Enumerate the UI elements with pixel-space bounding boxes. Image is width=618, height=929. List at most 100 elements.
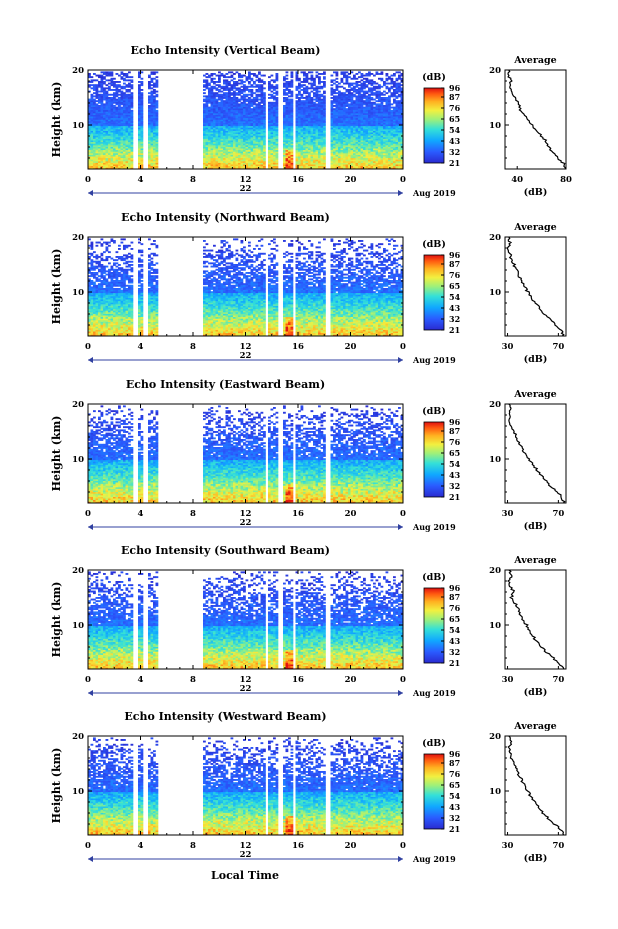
colorbar-label: 87 bbox=[449, 426, 460, 436]
colorbar-label: 76 bbox=[449, 769, 461, 779]
colorbar bbox=[423, 421, 445, 498]
average-x-tick-label: 80 bbox=[560, 175, 572, 185]
average-x-tick-label: 40 bbox=[511, 175, 523, 185]
x-tick-label: 20 bbox=[345, 675, 357, 685]
panel-4: Echo Intensity (Southward Beam) 0 4 8 12 16 20… bbox=[50, 544, 567, 698]
x-tick-label: 4 bbox=[138, 175, 144, 185]
colorbar-label: 43 bbox=[449, 636, 461, 646]
colorbar-label: 43 bbox=[449, 470, 461, 480]
average-title: Average bbox=[513, 555, 556, 566]
average-x-tick-label: 70 bbox=[552, 509, 564, 519]
x-tick-label: 16 bbox=[292, 841, 304, 851]
y-tick-label: 20 bbox=[72, 400, 84, 410]
day-label: 22 bbox=[240, 184, 252, 194]
colorbar-label: 87 bbox=[449, 259, 460, 269]
colorbar-label: 54 bbox=[449, 292, 461, 302]
x-tick-label: 20 bbox=[345, 342, 357, 352]
x-tick-label: 20 bbox=[345, 175, 357, 185]
y-axis-title: Height (km) bbox=[50, 416, 63, 492]
heatmap-field bbox=[88, 405, 404, 504]
average-y-tick-label: 10 bbox=[489, 455, 501, 465]
x-tick-label: 0 bbox=[400, 175, 406, 185]
average-x-label: (dB) bbox=[524, 187, 548, 198]
colorbar-label: 96 bbox=[449, 749, 461, 759]
colorbar-label: 87 bbox=[449, 758, 460, 768]
day-label: 22 bbox=[240, 518, 252, 528]
average-x-label: (dB) bbox=[524, 521, 548, 532]
average-x-tick-label: 30 bbox=[502, 509, 514, 519]
average-title: Average bbox=[513, 721, 556, 732]
colorbar-label: 76 bbox=[449, 437, 461, 447]
average-x-tick-label: 30 bbox=[502, 342, 514, 352]
colorbar bbox=[423, 87, 445, 164]
colorbar-label: 21 bbox=[449, 658, 460, 668]
average-x-tick-label: 30 bbox=[502, 675, 514, 685]
average-y-tick-label: 10 bbox=[489, 621, 501, 631]
x-tick-label: 4 bbox=[138, 841, 144, 851]
average-y-tick-label: 10 bbox=[489, 787, 501, 797]
y-tick-label: 10 bbox=[72, 121, 84, 131]
x-tick-label: 0 bbox=[400, 342, 406, 352]
average-frame bbox=[504, 403, 567, 504]
x-tick-label: 0 bbox=[400, 841, 406, 851]
colorbar-unit: (dB) bbox=[422, 572, 446, 583]
average-y-tick-label: 20 bbox=[489, 400, 501, 410]
colorbar-unit: (dB) bbox=[422, 738, 446, 749]
colorbar-label: 65 bbox=[449, 614, 460, 624]
colorbar-label: 54 bbox=[449, 459, 461, 469]
colorbar-label: 65 bbox=[449, 780, 460, 790]
colorbar-label: 21 bbox=[449, 325, 460, 335]
average-profile-line bbox=[506, 236, 565, 337]
x-tick-label: 0 bbox=[85, 675, 91, 685]
y-axis-title: Height (km) bbox=[50, 249, 63, 325]
colorbar-unit: (dB) bbox=[422, 239, 446, 250]
average-y-tick-label: 20 bbox=[489, 566, 501, 576]
panel-title: Echo Intensity (Westward Beam) bbox=[124, 710, 326, 723]
x-tick-label: 16 bbox=[292, 509, 304, 519]
colorbar-label: 43 bbox=[449, 136, 461, 146]
colorbar-label: 32 bbox=[449, 314, 460, 324]
x-tick-label: 0 bbox=[85, 175, 91, 185]
x-tick-label: 0 bbox=[85, 509, 91, 519]
x-tick-label: 8 bbox=[190, 175, 196, 185]
x-axis-title: Local Time bbox=[211, 869, 279, 882]
x-tick-label: 20 bbox=[345, 841, 357, 851]
colorbar-label: 54 bbox=[449, 625, 461, 635]
colorbar-label: 96 bbox=[449, 417, 461, 427]
y-tick-label: 20 bbox=[72, 66, 84, 76]
panel-3: Echo Intensity (Eastward Beam) 0 4 8 12 16 20 0… bbox=[50, 378, 567, 532]
colorbar-label: 32 bbox=[449, 481, 460, 491]
y-tick-label: 20 bbox=[72, 233, 84, 243]
colorbar-label: 54 bbox=[449, 125, 461, 135]
x-tick-label: 8 bbox=[190, 342, 196, 352]
average-y-tick-label: 20 bbox=[489, 732, 501, 742]
colorbar-label: 21 bbox=[449, 158, 460, 168]
average-frame bbox=[504, 569, 567, 670]
colorbar-label: 87 bbox=[449, 92, 460, 102]
average-y-tick-label: 10 bbox=[489, 121, 501, 131]
date-label: Aug 2019 bbox=[412, 188, 456, 198]
panel-title: Echo Intensity (Southward Beam) bbox=[121, 544, 330, 557]
average-x-tick-label: 70 bbox=[552, 342, 564, 352]
x-tick-label: 8 bbox=[190, 509, 196, 519]
average-x-tick-label: 70 bbox=[552, 675, 564, 685]
colorbar bbox=[423, 753, 445, 830]
average-title: Average bbox=[513, 55, 556, 66]
colorbar-label: 76 bbox=[449, 270, 461, 280]
colorbar-label: 43 bbox=[449, 303, 461, 313]
x-tick-label: 4 bbox=[138, 342, 144, 352]
colorbar-label: 65 bbox=[449, 448, 460, 458]
average-profile-line bbox=[507, 735, 565, 836]
average-title: Average bbox=[513, 222, 556, 233]
y-tick-label: 10 bbox=[72, 787, 84, 797]
panel-title: Echo Intensity (Northward Beam) bbox=[121, 211, 330, 224]
heatmap-field bbox=[88, 571, 404, 670]
average-frame bbox=[504, 236, 567, 337]
colorbar-label: 21 bbox=[449, 824, 460, 834]
colorbar-label: 32 bbox=[449, 647, 460, 657]
x-tick-label: 0 bbox=[400, 675, 406, 685]
average-profile-line bbox=[508, 403, 566, 504]
x-tick-label: 8 bbox=[190, 841, 196, 851]
y-axis-title: Height (km) bbox=[50, 748, 63, 824]
